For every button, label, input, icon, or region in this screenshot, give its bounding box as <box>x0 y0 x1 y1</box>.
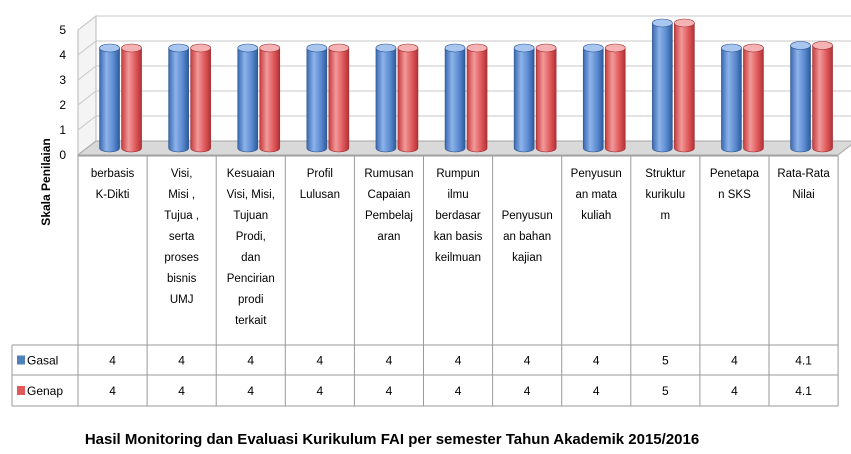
x-category-label: Rumpun ilmu berdasar kan basis keilmuan <box>434 168 483 264</box>
x-category-label: Profil Lulusan <box>300 168 340 201</box>
data-label-gasal: 4 <box>178 354 185 368</box>
data-label-gasal: 4 <box>317 354 324 368</box>
data-label-gasal: 4 <box>593 354 600 368</box>
x-category-label: Struktur kurikulu m <box>645 168 685 222</box>
bar-gasal <box>444 43 466 153</box>
legend-swatch-genap <box>17 386 25 395</box>
y-tick-label: 5 <box>59 23 66 37</box>
bar-genap <box>259 43 281 153</box>
legend-swatch-gasal <box>17 355 25 365</box>
x-category-label: Visi, Misi , Tujua , serta proses bisnis UMJ <box>164 168 199 306</box>
y-axis-ticks: 0 1 2 3 4 5 <box>59 23 66 162</box>
bar-gasal <box>582 43 604 153</box>
x-category-label: berbasis K-Dikti <box>91 168 135 201</box>
x-category-label: Penyusun an bahan kajian <box>502 210 553 264</box>
bar-gasal <box>721 43 742 153</box>
y-tick-label: 1 <box>59 123 66 137</box>
data-label-gasal: 4 <box>386 354 393 368</box>
data-label-genap: 4 <box>455 384 462 398</box>
legend-label-genap: Genap <box>27 384 63 398</box>
bar-genap <box>328 43 350 153</box>
bars <box>99 18 833 153</box>
data-table: berbasis K-Dikti Visi, Misi , Tujua , serta pr… <box>11 155 839 407</box>
x-category-label: Penyusun an mata kuliah <box>571 168 622 222</box>
y-tick-label: 3 <box>59 73 66 87</box>
bar-gasal <box>790 41 811 153</box>
data-label-genap: 4 <box>386 384 393 398</box>
legend-label-gasal: Gasal <box>27 354 58 368</box>
data-label-genap: 4.1 <box>795 384 812 398</box>
bar-genap <box>812 41 833 153</box>
data-label-gasal: 4 <box>109 354 116 368</box>
bar-genap <box>190 43 211 153</box>
bar-genap <box>535 43 557 153</box>
data-label-genap: 4 <box>317 384 324 398</box>
bar-gasal <box>168 43 189 153</box>
bar-genap <box>604 43 626 153</box>
bar-gasal <box>652 18 673 153</box>
bar-genap <box>397 43 419 153</box>
bar-gasal <box>513 43 535 153</box>
y-tick-label: 2 <box>59 98 66 112</box>
gridline <box>77 40 851 56</box>
y-axis-label: Skala Penilaian <box>39 138 53 225</box>
gridline <box>77 15 851 31</box>
x-category-label: Rumusan Capaian Pembelaj aran <box>364 168 413 243</box>
x-category-label: Penetapa n SKS <box>710 168 760 201</box>
data-label-gasal: 4.1 <box>795 354 812 368</box>
y-tick-label: 4 <box>59 48 66 62</box>
data-label-gasal: 5 <box>662 354 669 368</box>
bar-gasal <box>99 43 120 153</box>
bar-gasal <box>375 43 397 153</box>
bar-genap <box>121 43 142 153</box>
x-category-label: Kesuaian Visi, Misi, Tujuan Prodi, dan Pencir… <box>227 168 275 327</box>
data-label-gasal: 4 <box>731 354 738 368</box>
data-label-gasal: 4 <box>455 354 462 368</box>
bar-gasal <box>306 43 328 153</box>
data-label-genap: 4 <box>593 384 600 398</box>
x-category-label: Rata-Rata Nilai <box>777 168 830 201</box>
data-label-genap: 4 <box>731 384 738 398</box>
data-label-genap: 4 <box>247 384 254 398</box>
data-label-gasal: 4 <box>247 354 254 368</box>
bar-gasal <box>237 43 259 153</box>
bar-genap <box>466 43 488 153</box>
data-label-gasal: 4 <box>524 354 531 368</box>
data-label-genap: 4 <box>109 384 116 398</box>
data-label-genap: 4 <box>178 384 185 398</box>
y-tick-label: 0 <box>59 148 66 162</box>
chart-title: Hasil Monitoring dan Evaluasi Kurikulum … <box>85 431 699 448</box>
data-label-genap: 4 <box>524 384 531 398</box>
bar-genap <box>674 18 695 153</box>
bar-genap <box>743 43 764 153</box>
data-label-genap: 5 <box>662 384 669 398</box>
